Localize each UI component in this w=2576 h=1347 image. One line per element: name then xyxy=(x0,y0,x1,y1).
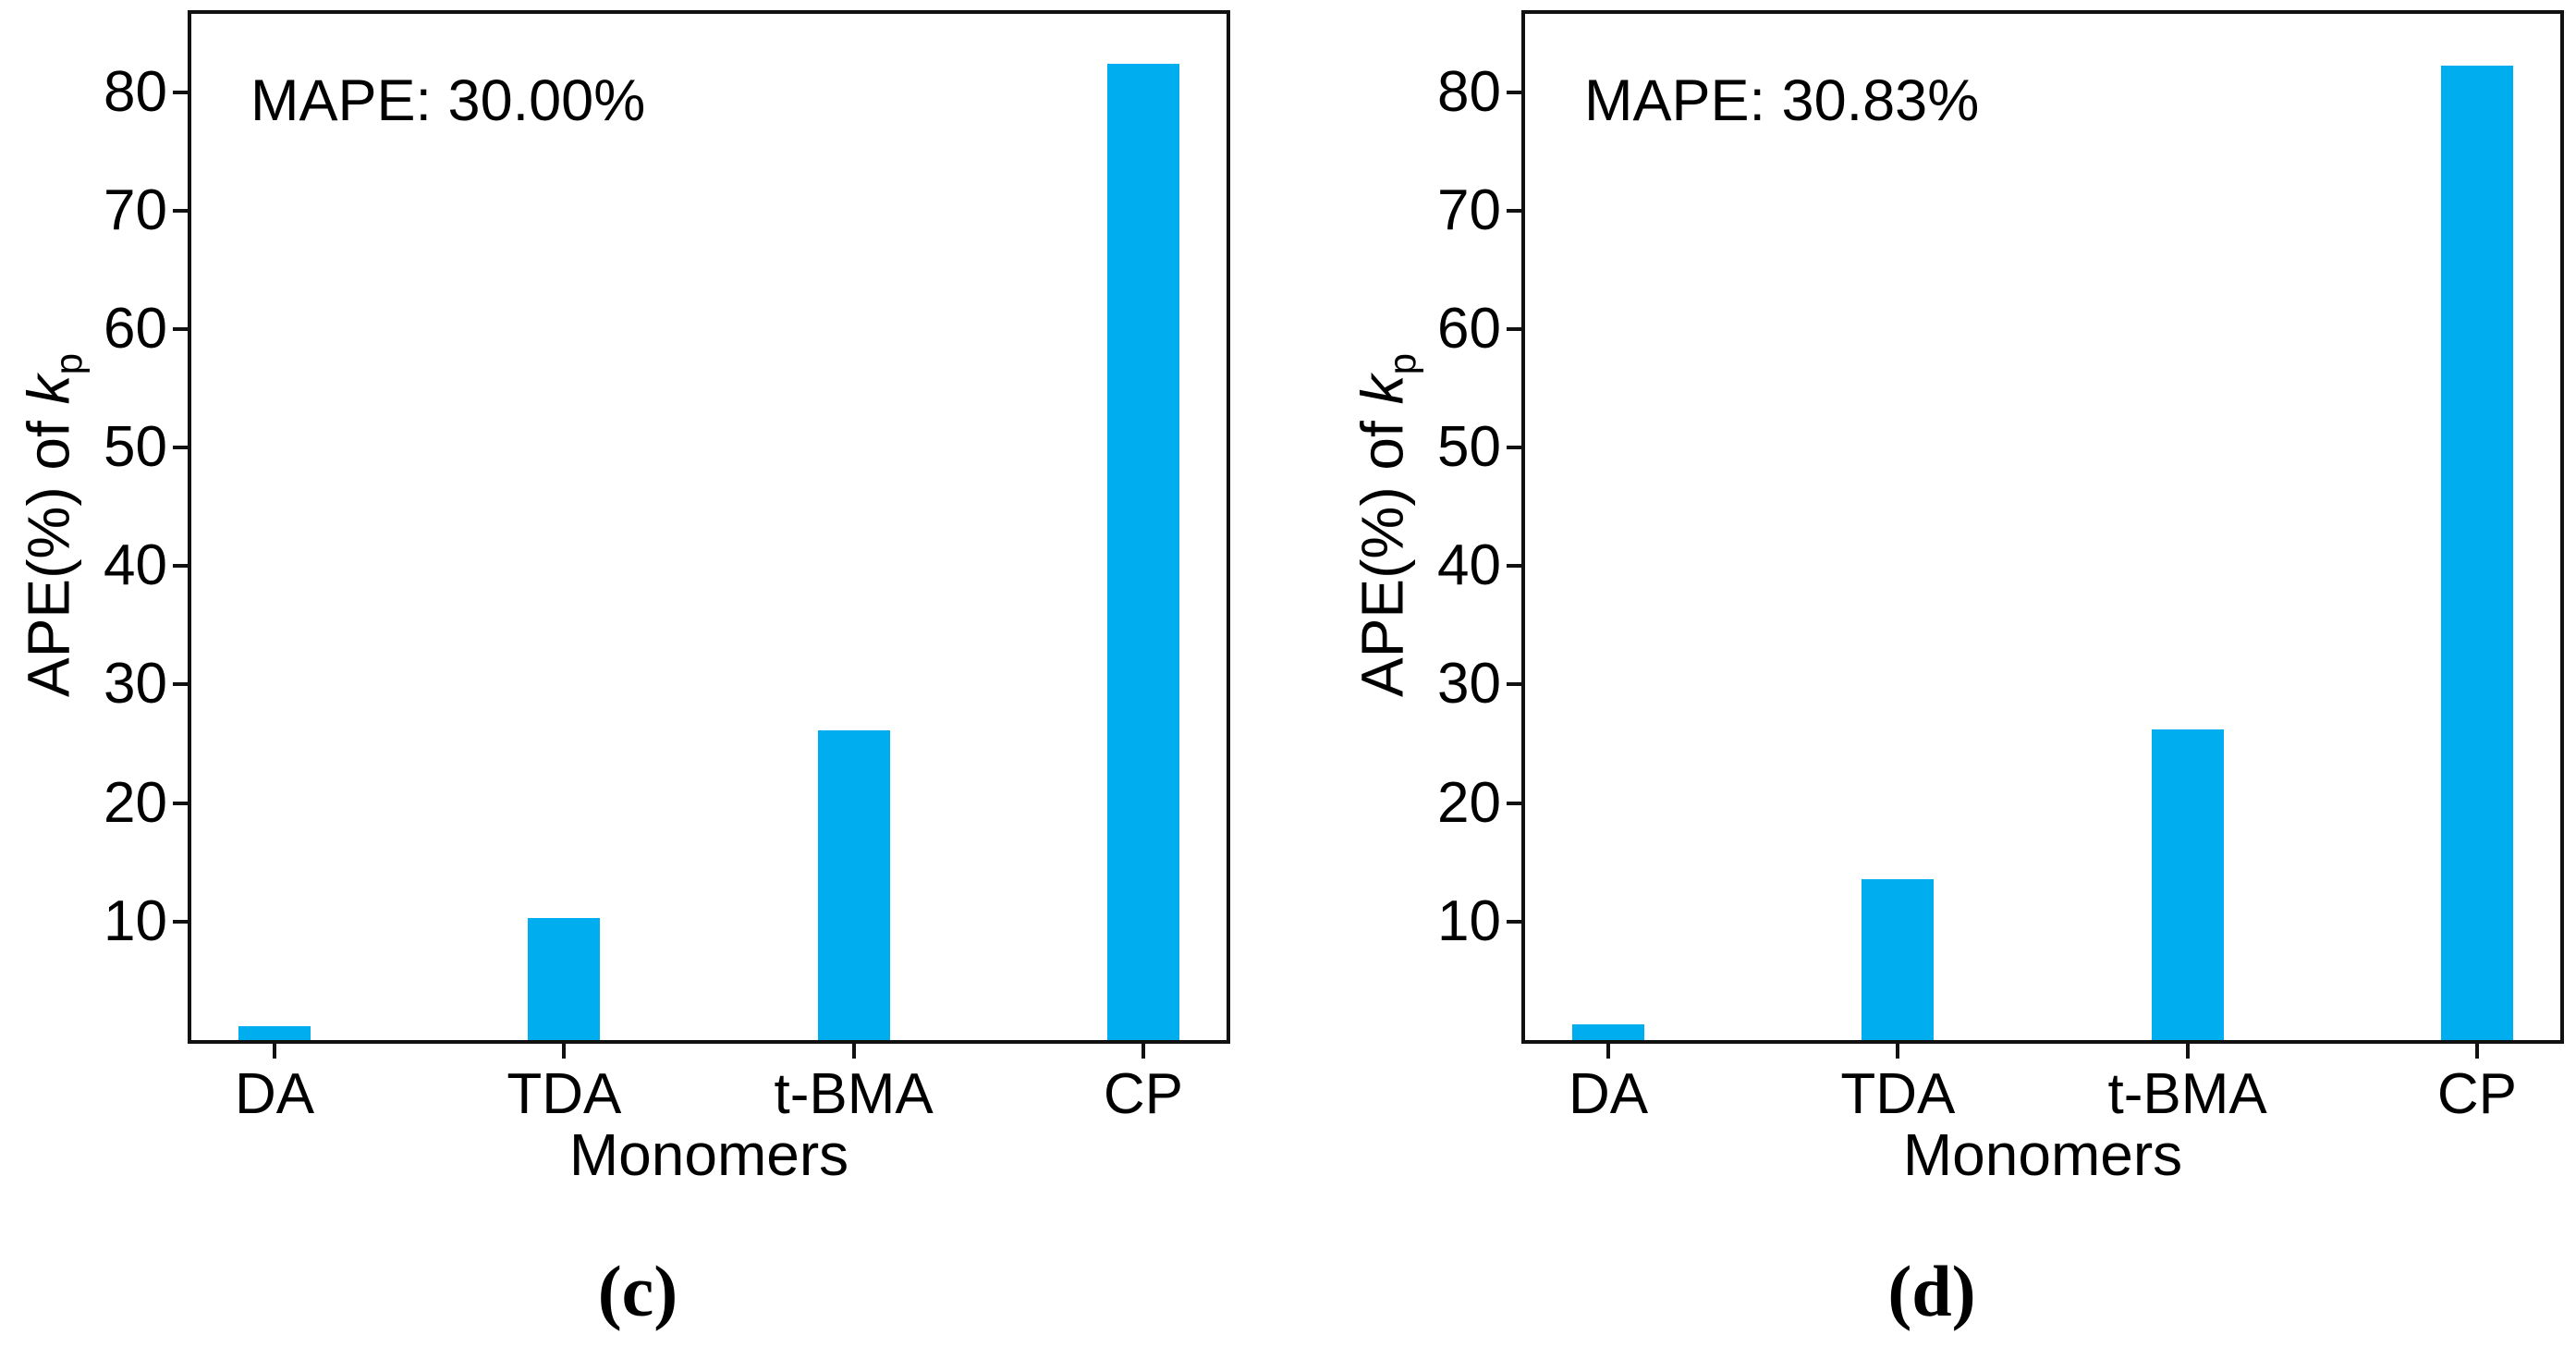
y-tick xyxy=(1507,90,1521,94)
y-tick xyxy=(1507,564,1521,569)
y-tick-label: 80 xyxy=(1437,59,1501,124)
bar-tda xyxy=(1862,879,1935,1040)
y-tick xyxy=(173,801,188,805)
x-tick xyxy=(851,1044,856,1059)
y-tick-label: 70 xyxy=(1437,178,1501,242)
y-axis-label-variable: k xyxy=(1349,374,1416,405)
x-tick xyxy=(1896,1044,1900,1059)
y-tick-label: 80 xyxy=(104,59,167,124)
x-tick-label: CP xyxy=(2436,1062,2517,1126)
y-tick xyxy=(173,564,188,569)
y-tick-label: 30 xyxy=(104,652,167,716)
y-tick-label: 50 xyxy=(104,415,167,480)
y-tick-label: 70 xyxy=(104,178,167,242)
y-tick-label: 50 xyxy=(1437,415,1501,480)
y-tick-label: 30 xyxy=(1437,652,1501,716)
y-tick xyxy=(173,208,188,213)
x-tick-label: DA xyxy=(1568,1062,1649,1126)
y-tick xyxy=(173,90,188,94)
y-tick xyxy=(1507,801,1521,805)
y-tick-label: 10 xyxy=(1437,888,1501,953)
x-tick xyxy=(2185,1044,2190,1059)
x-axis-label-c: Monomers xyxy=(568,1121,849,1188)
x-tick-label: t-BMA xyxy=(2107,1062,2267,1126)
y-tick xyxy=(1507,326,1521,331)
x-tick xyxy=(2474,1044,2479,1059)
x-tick-label: TDA xyxy=(507,1062,622,1126)
bar-da xyxy=(1572,1024,1645,1040)
y-axis-label-d: APE(%) of kp xyxy=(1349,353,1425,697)
x-tick-label: DA xyxy=(234,1062,315,1126)
y-tick xyxy=(173,446,188,450)
y-axis-label-c: APE(%) of kp xyxy=(15,353,92,697)
bar-cp xyxy=(1106,64,1179,1040)
x-tick xyxy=(1141,1044,1145,1059)
bar-t-bma xyxy=(2151,729,2224,1040)
y-tick xyxy=(1507,208,1521,213)
mape-annotation-d: MAPE: 30.83% xyxy=(1584,68,1980,133)
y-tick xyxy=(173,682,188,687)
bar-da xyxy=(238,1026,311,1040)
x-tick xyxy=(273,1044,277,1059)
y-tick-label: 60 xyxy=(1437,296,1501,361)
bar-tda xyxy=(528,918,601,1040)
plot-area-c: MAPE: 30.00% xyxy=(188,10,1230,1044)
y-tick xyxy=(173,919,188,924)
mape-annotation-c: MAPE: 30.00% xyxy=(250,68,646,133)
y-tick-label: 60 xyxy=(104,296,167,361)
y-tick xyxy=(173,326,188,331)
x-tick-label: t-BMA xyxy=(774,1062,934,1126)
y-tick-label: 20 xyxy=(1437,770,1501,835)
y-tick-label: 10 xyxy=(104,888,167,953)
y-tick-label: 20 xyxy=(104,770,167,835)
y-tick-label: 40 xyxy=(104,533,167,598)
x-tick-label: TDA xyxy=(1840,1062,1956,1126)
bar-cp xyxy=(2440,66,2513,1040)
y-tick-label: 40 xyxy=(1437,533,1501,598)
y-tick xyxy=(1507,919,1521,924)
panel-caption-c: (c) xyxy=(597,1251,678,1331)
plot-area-d: MAPE: 30.83% xyxy=(1521,10,2564,1044)
x-axis-label-d: Monomers xyxy=(1902,1121,2183,1188)
panel-caption-d: (d) xyxy=(1887,1251,1976,1331)
bar-t-bma xyxy=(817,730,890,1040)
y-tick xyxy=(1507,682,1521,687)
x-tick xyxy=(562,1044,567,1059)
x-tick xyxy=(1606,1044,1611,1059)
y-tick xyxy=(1507,446,1521,450)
y-axis-label-variable: k xyxy=(15,374,82,405)
x-tick-label: CP xyxy=(1103,1062,1183,1126)
